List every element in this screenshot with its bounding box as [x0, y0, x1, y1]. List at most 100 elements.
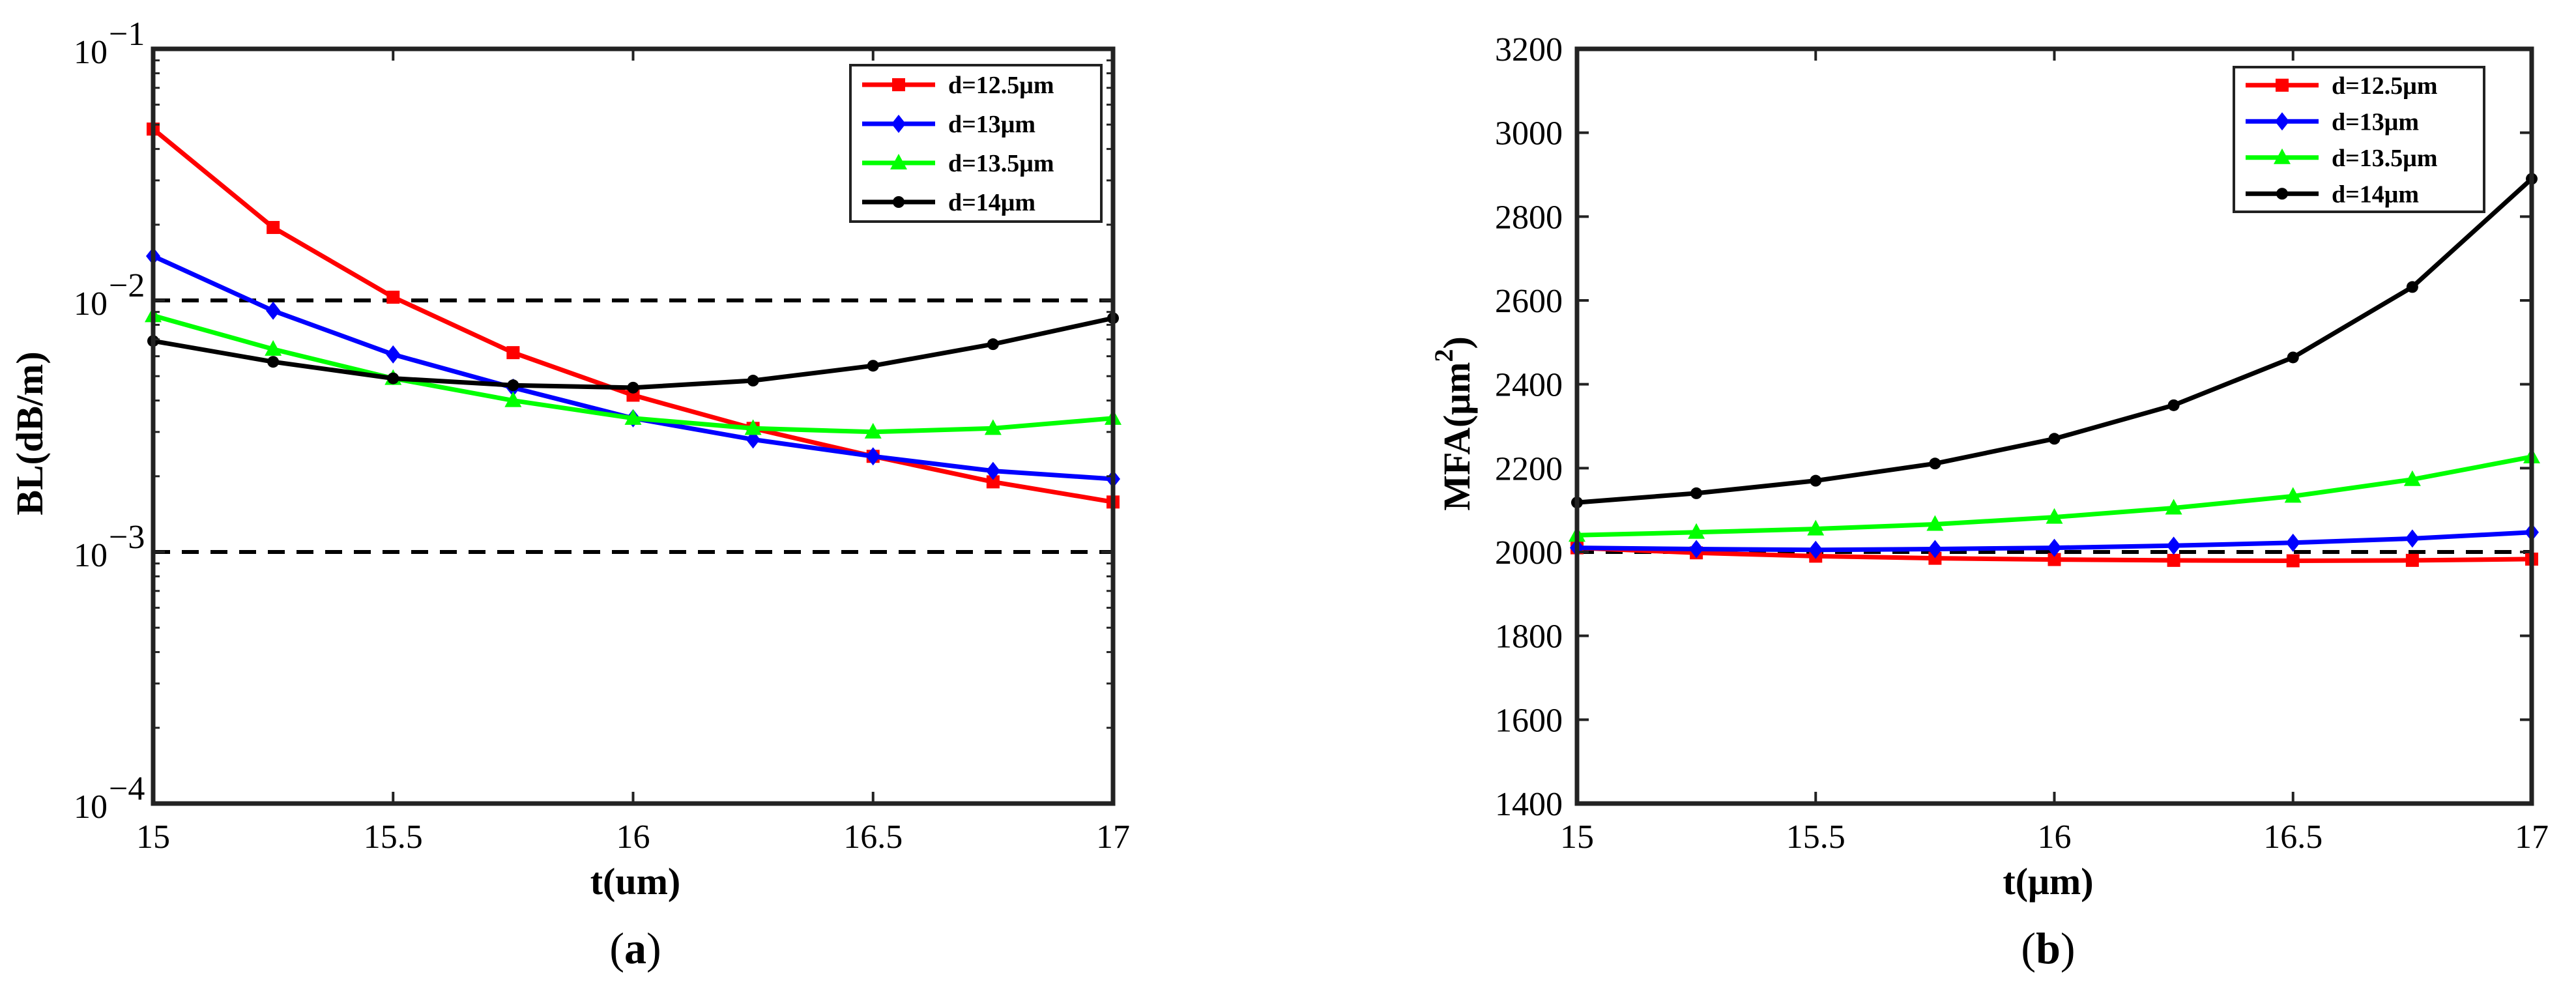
a-series-2-point-7	[984, 419, 1002, 435]
a-series-0-point-7	[986, 475, 1000, 489]
b-series-3-point-5	[2167, 399, 2180, 411]
b-legend-marker-0	[2276, 78, 2289, 92]
b-series-0-point-6	[2286, 554, 2300, 568]
b-ytick-label-1: 1600	[1495, 702, 1563, 739]
a-y-axis-label: BL(dB/m)	[8, 351, 51, 515]
a-xtick-labels: 15 15.5 16 16.5 17	[136, 819, 1130, 856]
b-series-2-point-4	[2046, 508, 2063, 524]
a-series-group	[145, 123, 1122, 509]
b-legend-label-1: d=13μm	[2332, 108, 2419, 136]
b-y-axis-label-sup: 2	[1429, 349, 1458, 362]
b-series-3-point-4	[2048, 433, 2061, 445]
b-xtick-label-1: 15.5	[1786, 819, 1845, 856]
b-ytick-label-8: 3000	[1495, 115, 1563, 152]
b-series-1-point-2	[1808, 540, 1823, 559]
b-legend-marker-2	[2274, 148, 2291, 164]
a-ytick-label-1: 10	[74, 285, 108, 323]
a-legend-label-2: d=13.5μm	[948, 150, 1054, 177]
b-legend-label-0: d=12.5μm	[2332, 72, 2437, 100]
b-series-1-point-3	[1928, 540, 1943, 558]
b-ytick-label-5: 2400	[1495, 367, 1563, 404]
b-series-2-point-6	[2284, 487, 2302, 503]
b-ytick-label-3: 2000	[1495, 534, 1563, 572]
a-series-1-point-1	[266, 301, 281, 320]
b-series-1-point-1	[1689, 540, 1704, 558]
b-y-axis-label-main: MFA(μm	[1436, 362, 1478, 511]
b-series-1-point-4	[2047, 538, 2062, 557]
b-ticks	[1576, 48, 2533, 805]
panel-b-chart: 1400 1600 1800 2000 2200 2400 2600 2800 3000 3200…	[1429, 31, 2549, 973]
a-series-0-point-1	[267, 221, 280, 235]
a-series-3-point-2	[387, 372, 399, 384]
a-ytick-exponent-3: −4	[109, 770, 145, 807]
a-legend-label-1: d=13μm	[948, 111, 1035, 138]
a-ticks	[152, 48, 1114, 805]
a-xtick-label-1: 15.5	[364, 819, 423, 856]
a-reference-lines	[153, 298, 1113, 554]
a-series-1-point-7	[985, 461, 1000, 480]
a-ytick-label-0: 10	[74, 34, 108, 71]
b-xtick-label-3: 16.5	[2263, 819, 2323, 856]
a-ytick-label-2: 10	[74, 537, 108, 574]
b-legend: d=12.5μm d=13μm d=13.5μm d=14μm	[2233, 66, 2485, 213]
b-series-3-point-1	[1690, 487, 1703, 499]
b-legend-label-2: d=13.5μm	[2332, 145, 2437, 172]
b-series-0-point-7	[2405, 553, 2419, 567]
a-panel-letter: a	[624, 923, 646, 973]
a-x-axis-label: t(um)	[590, 860, 681, 903]
b-legend-label-3: d=14μm	[2332, 181, 2419, 208]
a-legend: d=12.5μm d=13μm d=13.5μm d=14μm	[849, 64, 1103, 223]
b-series-3-point-2	[1810, 474, 1822, 487]
b-series-2-point-7	[2403, 470, 2421, 486]
b-legend-marker-3	[2276, 188, 2288, 200]
b-xtick-label-4: 17	[2515, 819, 2549, 856]
a-series-0-point-2	[386, 291, 400, 304]
b-xtick-labels: 15 15.5 16 16.5 17	[1560, 819, 2549, 856]
b-series-3-point-7	[2406, 281, 2418, 293]
a-series-3-point-7	[987, 338, 999, 351]
a-xtick-label-4: 17	[1096, 819, 1130, 856]
a-series-3-point-1	[267, 356, 280, 368]
b-ytick-label-0: 1400	[1495, 786, 1563, 823]
b-series-1-point-7	[2405, 529, 2420, 548]
a-series-1-point-2	[386, 345, 401, 364]
a-series-1-point-5	[745, 430, 760, 449]
b-panel-letter: b	[2036, 923, 2061, 973]
a-ytick-label-3: 10	[74, 789, 108, 826]
b-series-2-point-3	[1926, 515, 1944, 531]
a-series-3-point-3	[507, 379, 519, 392]
b-ytick-label-6: 2600	[1495, 283, 1563, 320]
a-legend-marker-0	[892, 78, 905, 91]
b-ytick-label-7: 2800	[1495, 199, 1563, 236]
b-series-1-point-6	[2285, 533, 2300, 552]
a-panel-caption: (a)	[609, 923, 661, 973]
b-ytick-label-2: 1800	[1495, 618, 1563, 656]
a-xtick-label-3: 16.5	[843, 819, 903, 856]
b-series-1-point-5	[2166, 536, 2181, 555]
b-series-3-point-6	[2287, 351, 2299, 364]
b-series-2-point-1	[1688, 523, 1705, 539]
b-ytick-labels: 1400 1600 1800 2000 2200 2400 2600 2800 3000 3200	[1495, 31, 1563, 823]
b-ytick-label-4: 2200	[1495, 450, 1563, 487]
b-xtick-label-2: 16	[2038, 819, 2072, 856]
b-y-axis-label-close: )	[1436, 336, 1478, 349]
a-series-2-point-4	[624, 409, 642, 425]
a-series-2-point-6	[864, 422, 882, 439]
a-ytick-labels: 10−110−210−310−4	[74, 16, 145, 826]
b-xtick-label-0: 15	[1560, 819, 1594, 856]
b-x-axis-label: t(μm)	[2003, 860, 2093, 903]
b-series-0-point-5	[2167, 553, 2180, 567]
a-series-3-point-4	[627, 381, 639, 394]
b-legend-marker-1	[2275, 112, 2289, 131]
a-ytick-exponent-0: −1	[109, 16, 145, 53]
a-series-2-point-5	[744, 419, 762, 435]
a-legend-marker-1	[891, 115, 906, 133]
a-xtick-label-0: 15	[136, 819, 170, 856]
a-series-1-point-6	[865, 447, 880, 466]
b-series-3-point-3	[1929, 457, 1941, 470]
a-series-3-point-5	[747, 375, 759, 387]
a-series-0-point-3	[506, 346, 520, 360]
a-xtick-label-2: 16	[616, 819, 650, 856]
